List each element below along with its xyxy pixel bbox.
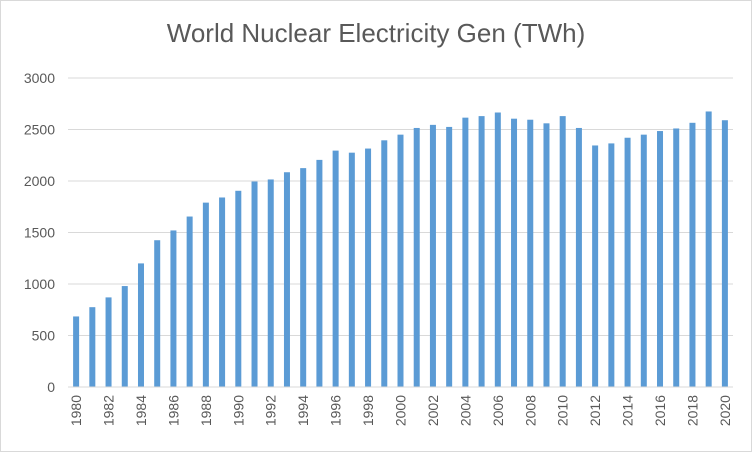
x-tick-label: 1994 — [295, 395, 311, 426]
x-tick-label: 2008 — [522, 395, 538, 426]
bar-2013 — [608, 143, 615, 387]
bar-1994 — [300, 168, 307, 387]
x-tick-label: 2012 — [587, 395, 603, 426]
bar-2019 — [705, 111, 712, 387]
y-tick-label: 2000 — [24, 173, 55, 189]
bar-2020 — [721, 120, 728, 387]
bar-1986 — [170, 230, 177, 387]
bar-1996 — [332, 150, 339, 387]
bar-2003 — [446, 126, 453, 388]
y-tick-label: 2500 — [24, 122, 55, 138]
x-tick-label: 1982 — [101, 395, 117, 426]
bar-2006 — [494, 112, 501, 387]
bar-1983 — [121, 286, 128, 387]
bar-1989 — [219, 197, 226, 387]
x-tick-label: 1996 — [328, 395, 344, 426]
bar-1985 — [154, 240, 161, 387]
bar-2010 — [559, 116, 566, 388]
bar-2012 — [592, 145, 599, 387]
x-tick-label: 2016 — [652, 395, 668, 426]
x-tick-label: 2010 — [555, 395, 571, 426]
x-tick-label: 1986 — [165, 395, 181, 426]
y-tick-label: 0 — [47, 379, 55, 395]
bar-1991 — [251, 181, 258, 387]
y-tick-label: 500 — [32, 328, 56, 344]
bar-1982 — [105, 297, 112, 387]
x-tick-label: 1992 — [263, 395, 279, 426]
bar-2007 — [511, 118, 518, 387]
bar-2016 — [657, 131, 664, 387]
x-tick-label: 1984 — [133, 395, 149, 426]
bar-1987 — [186, 216, 193, 387]
bar-2002 — [429, 124, 436, 388]
chart-title: World Nuclear Electricity Gen (TWh) — [166, 18, 586, 48]
x-tick-label: 2020 — [717, 395, 733, 426]
bar-1980 — [73, 316, 80, 387]
bar-2015 — [640, 134, 647, 387]
bar-2008 — [527, 119, 534, 387]
bar-2004 — [462, 117, 469, 387]
bars — [73, 111, 728, 388]
bar-2001 — [413, 127, 420, 387]
bar-1981 — [89, 307, 96, 387]
x-tick-label: 2000 — [393, 395, 409, 426]
x-tick-label: 1998 — [360, 395, 376, 426]
x-tick-label: 2018 — [684, 395, 700, 426]
bar-2017 — [673, 128, 680, 387]
x-tick-label: 1988 — [198, 395, 214, 426]
bar-1984 — [137, 263, 144, 387]
bar-2000 — [397, 134, 404, 387]
bar-1992 — [267, 179, 274, 387]
x-tick-label: 2014 — [620, 395, 636, 426]
x-tick-label: 1990 — [230, 395, 246, 426]
bar-1993 — [283, 172, 290, 387]
bar-1990 — [235, 190, 242, 387]
x-tick-label: 2002 — [425, 395, 441, 426]
bar-2018 — [689, 122, 696, 388]
bar-1999 — [381, 140, 388, 387]
bar-1997 — [348, 152, 355, 387]
bar-1995 — [316, 159, 323, 387]
y-tick-label: 1000 — [24, 276, 55, 292]
bar-1988 — [202, 202, 209, 387]
y-tick-label: 3000 — [24, 70, 55, 86]
y-tick-label: 1500 — [24, 225, 55, 241]
bar-2014 — [624, 137, 631, 387]
bar-1998 — [365, 148, 372, 387]
y-axis-tick-labels: 0 500 1000 1500 2000 2500 3000 — [24, 70, 55, 395]
x-tick-label: 1980 — [68, 395, 84, 426]
x-tick-label: 2004 — [457, 395, 473, 426]
bar-2011 — [575, 127, 582, 387]
x-tick-label: 2006 — [490, 395, 506, 426]
bar-2009 — [543, 123, 550, 387]
bar-2005 — [478, 116, 485, 388]
x-axis-tick-labels: 1980 1982 1984 1986 1988 1990 1992 1994 1996 1998… — [68, 395, 733, 426]
